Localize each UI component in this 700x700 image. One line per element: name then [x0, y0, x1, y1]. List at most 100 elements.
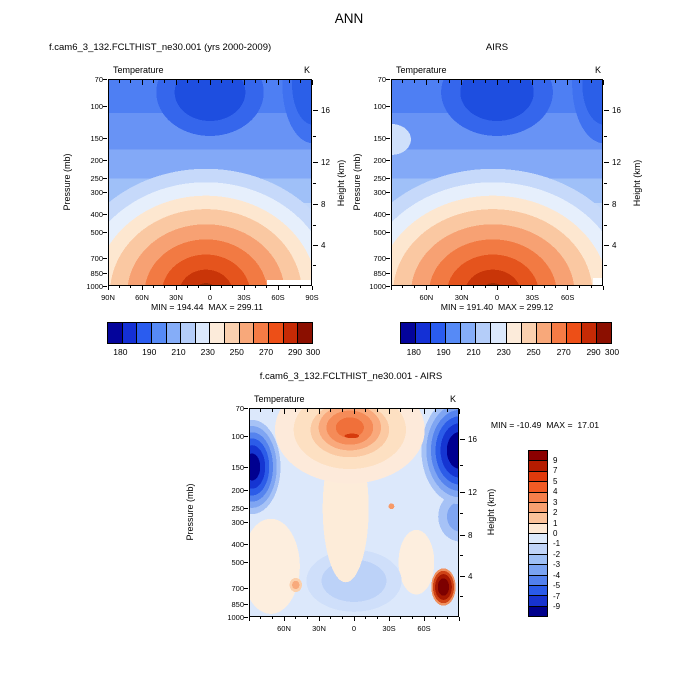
latitude-tick-top [590, 80, 592, 83]
latitude-tick-bottom [435, 617, 437, 619]
height-tick [460, 439, 465, 441]
pressure-tick [386, 137, 390, 139]
latitude-tick-top [300, 80, 302, 83]
pressure-tick-label: 250 [231, 503, 244, 513]
latitude-tick-bottom [254, 286, 256, 288]
model-height-axis-title: Height (km) [336, 159, 346, 207]
latitude-tick-top [130, 80, 132, 83]
colorbar-tick-label: -2 [553, 549, 561, 559]
obs-contour-detail [392, 80, 602, 285]
pressure-tick-label: 300 [373, 187, 386, 197]
model-units-label: K [303, 65, 310, 75]
colorbar-cell [431, 323, 447, 343]
colorbar-cell [401, 323, 417, 343]
pressure-tick-label: 400 [373, 210, 386, 220]
latitude-tick-top [425, 80, 427, 85]
colorbar-tick-label: 3 [553, 497, 558, 507]
colorbar-cell [108, 323, 123, 343]
latitude-tick-top [271, 409, 273, 412]
height-tick-label: 16 [468, 435, 477, 445]
latitude-tick-top [141, 80, 143, 85]
pressure-tick-label: 1000 [86, 281, 103, 291]
latitude-tick-bottom [198, 286, 200, 288]
latitude-tick-top [283, 409, 285, 414]
height-minor-tick [313, 183, 316, 185]
latitude-tick-bottom [365, 617, 367, 619]
pressure-tick [103, 191, 107, 193]
colorbar-tick-label: 5 [553, 476, 558, 486]
latitude-tick-top [295, 409, 297, 412]
pressure-tick [244, 507, 248, 509]
colorbar-tick-label: 250 [526, 347, 541, 357]
colorbar-cell [225, 323, 240, 343]
latitude-tick-label: 60S [417, 624, 431, 633]
model-contour-field [109, 80, 311, 285]
height-tick [313, 162, 318, 164]
colorbar-cell [181, 323, 196, 343]
height-tick [313, 245, 318, 247]
colorbar-cell [581, 323, 598, 343]
height-minor-tick [604, 224, 607, 226]
height-minor-tick [313, 135, 316, 137]
latitude-tick-top [220, 80, 222, 83]
diff-contour-plot [249, 408, 459, 617]
colorbar-cell [529, 575, 547, 586]
colorbar-cell [529, 534, 547, 545]
pressure-tick [386, 160, 390, 162]
colorbar-cell [506, 323, 522, 343]
pressure-tick-label: 250 [373, 173, 386, 183]
height-tick [460, 575, 465, 577]
pressure-tick-label: 100 [90, 102, 103, 112]
pressure-tick [386, 257, 390, 259]
latitude-tick-bottom [295, 617, 297, 619]
latitude-tick-top [330, 409, 332, 412]
latitude-tick-top [400, 409, 402, 412]
pressure-tick-label: 850 [90, 268, 103, 278]
colorbar-cell [529, 585, 547, 597]
latitude-tick-top [266, 80, 268, 83]
pressure-tick [103, 177, 107, 179]
pressure-tick [244, 603, 248, 605]
pressure-tick-label: 70 [235, 403, 244, 413]
pressure-tick [244, 588, 248, 590]
colorbar-cell [239, 323, 255, 343]
latitude-tick-bottom [484, 286, 486, 288]
colorbar-tick-label: 180 [406, 347, 421, 357]
colorbar-tick-label: 230 [496, 347, 511, 357]
diff-panel-title: f.cam6_3_132.FCLTHIST_ne30.001 - AIRS [259, 371, 443, 382]
obs-minmax: MIN = 191.40 MAX = 299.12 [440, 302, 554, 312]
pressure-tick-label: 850 [231, 599, 244, 609]
pressure-tick [386, 231, 390, 233]
latitude-tick-bottom [376, 617, 378, 619]
latitude-tick-bottom [400, 617, 402, 619]
pressure-tick-label: 200 [231, 486, 244, 495]
latitude-tick-label: 60S [271, 293, 285, 302]
colorbar-cell [283, 323, 299, 343]
colorbar-cell [491, 323, 507, 343]
latitude-tick-bottom [248, 617, 250, 621]
latitude-tick-top [288, 80, 290, 83]
latitude-tick-bottom [209, 286, 211, 290]
latitude-tick-top [578, 80, 580, 83]
latitude-tick-top [306, 409, 308, 412]
latitude-tick-top [446, 409, 448, 412]
pressure-tick-label: 250 [90, 173, 103, 183]
colorbar-cell [166, 323, 182, 343]
latitude-tick-label: 60N [135, 293, 149, 302]
height-minor-tick [604, 135, 607, 137]
colorbar-tick-label: -9 [553, 602, 561, 612]
latitude-tick-top [567, 80, 569, 85]
pressure-tick-label: 70 [94, 74, 103, 84]
latitude-tick-top [376, 409, 378, 412]
latitude-tick-top [318, 409, 320, 414]
colorbar-cell [137, 323, 152, 343]
colorbar-cell [529, 554, 547, 566]
height-tick [604, 109, 609, 111]
colorbar-cell [269, 323, 284, 343]
pressure-tick [244, 467, 248, 469]
latitude-tick-label: 60S [560, 293, 575, 302]
pressure-tick [386, 191, 390, 193]
pressure-tick-label: 1000 [227, 612, 244, 622]
pressure-tick [244, 616, 248, 618]
colorbar-cell [529, 461, 547, 472]
